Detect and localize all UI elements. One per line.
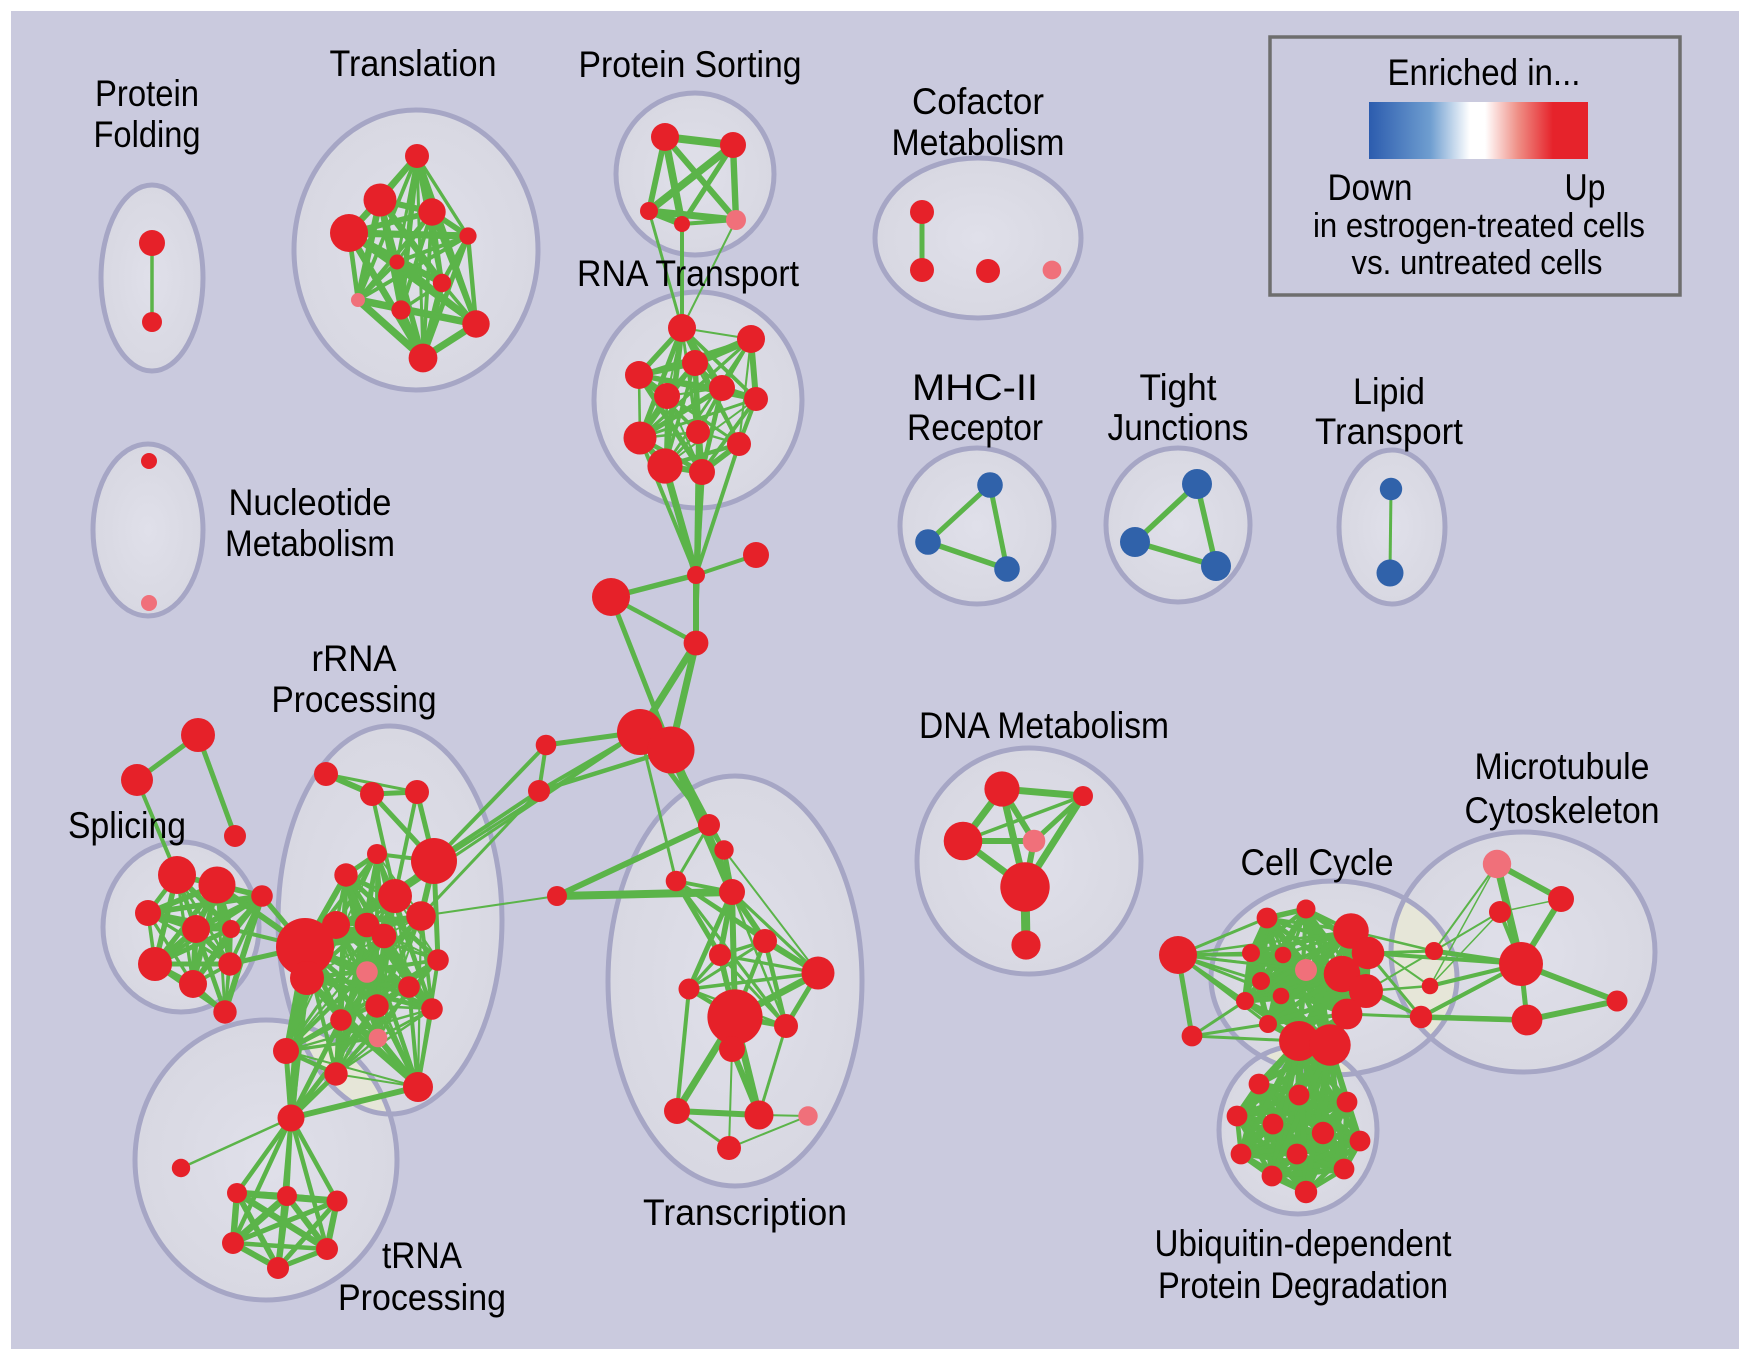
- svg-text:Metabolism: Metabolism: [225, 523, 395, 564]
- svg-text:Splicing: Splicing: [68, 805, 186, 846]
- svg-text:Translation: Translation: [330, 43, 497, 84]
- svg-text:Protein Degradation: Protein Degradation: [1158, 1265, 1448, 1306]
- svg-text:Folding: Folding: [94, 114, 201, 155]
- svg-text:Enriched in...: Enriched in...: [1388, 52, 1581, 93]
- svg-text:Microtubule: Microtubule: [1475, 746, 1650, 787]
- svg-text:Ubiquitin-dependent: Ubiquitin-dependent: [1155, 1223, 1453, 1264]
- svg-text:Protein: Protein: [95, 73, 199, 114]
- svg-text:vs. untreated cells: vs. untreated cells: [1352, 244, 1603, 282]
- svg-text:Processing: Processing: [272, 679, 437, 720]
- svg-text:Transport: Transport: [1315, 411, 1464, 452]
- svg-text:Transcription: Transcription: [643, 1192, 847, 1233]
- svg-text:Lipid: Lipid: [1353, 371, 1425, 412]
- svg-text:tRNA: tRNA: [382, 1235, 462, 1276]
- svg-text:Cell Cycle: Cell Cycle: [1241, 842, 1394, 883]
- svg-text:Processing: Processing: [338, 1277, 506, 1318]
- svg-text:Up: Up: [1565, 167, 1606, 208]
- svg-text:Protein Sorting: Protein Sorting: [579, 44, 802, 85]
- svg-text:Junctions: Junctions: [1108, 407, 1249, 448]
- svg-text:Down: Down: [1328, 167, 1413, 208]
- svg-text:MHC-II: MHC-II: [912, 367, 1038, 408]
- svg-text:Tight: Tight: [1140, 367, 1218, 408]
- svg-text:RNA Transport: RNA Transport: [577, 253, 800, 294]
- svg-text:Receptor: Receptor: [907, 407, 1043, 448]
- svg-text:Cytoskeleton: Cytoskeleton: [1465, 790, 1660, 831]
- svg-text:Cofactor: Cofactor: [912, 81, 1044, 122]
- svg-text:in estrogen-treated cells: in estrogen-treated cells: [1313, 207, 1645, 245]
- svg-text:Metabolism: Metabolism: [892, 122, 1065, 163]
- svg-text:rRNA: rRNA: [312, 638, 397, 679]
- svg-text:DNA Metabolism: DNA Metabolism: [919, 705, 1169, 746]
- svg-text:Nucleotide: Nucleotide: [229, 482, 392, 523]
